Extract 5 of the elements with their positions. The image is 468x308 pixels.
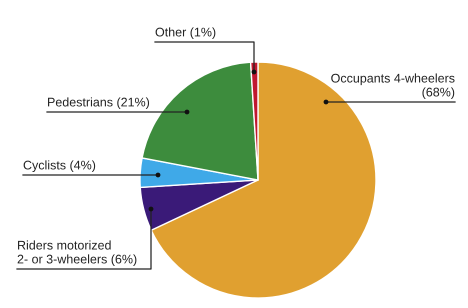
slice-label: Riders motorized 2- or 3-wheelers (6%) — [18, 240, 136, 266]
slice-label: Pedestrians (21%) — [48, 97, 150, 109]
slice-label: Cyclists (4%) — [24, 160, 96, 172]
slice-label: Occupants 4-wheelers (68%) — [331, 73, 455, 99]
slice-label: Other (1%) — [156, 27, 216, 39]
